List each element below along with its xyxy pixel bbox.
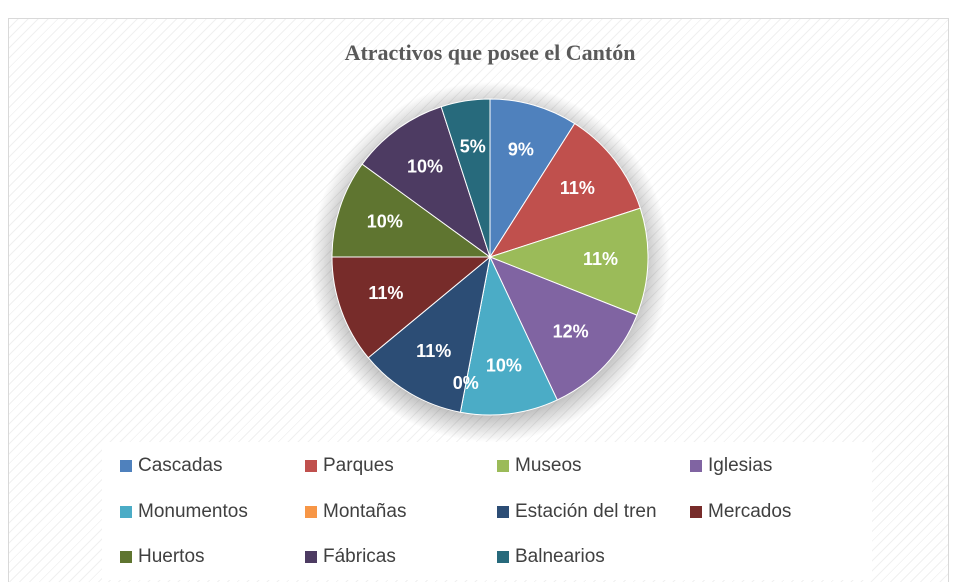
data-label: 10%: [407, 156, 443, 176]
data-label: 5%: [460, 137, 486, 157]
pie-slice: [459, 255, 558, 416]
pie-slice: [331, 163, 492, 258]
data-label: 11%: [583, 249, 618, 269]
legend-label: Museos: [515, 455, 582, 476]
pie-slice: [488, 207, 649, 316]
pie-slice: [331, 256, 492, 359]
legend-label: Cascadas: [138, 455, 223, 476]
legend-swatch: [497, 551, 509, 563]
data-label: 11%: [560, 178, 595, 198]
data-label: 11%: [368, 283, 403, 303]
legend-label: Fábricas: [323, 546, 396, 567]
pie-slice: [361, 106, 491, 259]
legend-label: Estación del tren: [515, 501, 657, 522]
legend-swatch: [120, 460, 132, 472]
data-label: 0%: [453, 373, 479, 393]
legend-swatch: [497, 506, 509, 518]
chart-title: Atractivos que posee el Cantón: [345, 40, 636, 65]
legend-label: Montañas: [323, 501, 406, 522]
legend-swatch: [690, 506, 702, 518]
legend-swatch: [120, 506, 132, 518]
legend-label: Iglesias: [708, 455, 772, 476]
legend-label: Balnearios: [515, 546, 605, 567]
pie-slice: [489, 98, 576, 259]
pie-slice: [367, 255, 491, 413]
legend-label: Parques: [323, 455, 394, 476]
data-label: 10%: [486, 355, 522, 375]
data-label: 11%: [416, 341, 451, 361]
legend-swatch: [305, 551, 317, 563]
data-label: 10%: [367, 212, 403, 232]
legend-label: Monumentos: [138, 501, 248, 522]
data-label: 12%: [553, 321, 589, 341]
legend-swatch: [497, 460, 509, 472]
data-label: 9%: [508, 140, 534, 160]
legend-box: [102, 442, 872, 580]
legend-swatch: [120, 551, 132, 563]
pie-slice: [488, 122, 641, 258]
pie-slice: [489, 256, 638, 401]
legend-swatch: [305, 506, 317, 518]
legend-swatch: [690, 460, 702, 472]
legend-label: Huertos: [138, 546, 205, 567]
legend-swatch: [305, 460, 317, 472]
pie-slice: [440, 98, 491, 258]
legend-label: Mercados: [708, 501, 791, 522]
